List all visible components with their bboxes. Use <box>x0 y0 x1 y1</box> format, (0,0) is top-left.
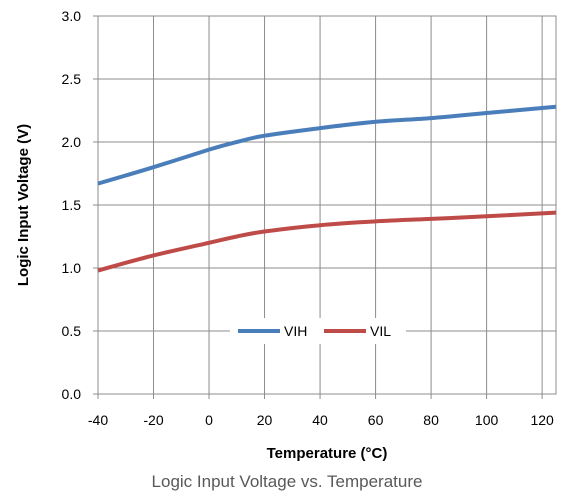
y-tick-label: 0.0 <box>62 386 82 402</box>
y-tick-label: 2.0 <box>62 134 82 150</box>
legend-label-vil: VIL <box>370 323 391 339</box>
series-lines <box>97 104 557 273</box>
x-axis-tick-labels: -40 -20 0 20 40 60 80 100 120 <box>88 412 554 428</box>
x-tick-label: -20 <box>143 412 163 428</box>
x-tick-label: 80 <box>423 412 439 428</box>
x-axis-title: Temperature (°C) <box>267 445 388 462</box>
x-tick-label: 20 <box>257 412 273 428</box>
series-line-vil <box>97 210 557 273</box>
y-tick-label: 2.5 <box>62 71 82 87</box>
y-tick-label: 1.5 <box>62 197 82 213</box>
vertical-gridlines <box>97 16 543 399</box>
legend-label-vih: VIH <box>284 323 307 339</box>
x-tick-label: 0 <box>205 412 213 428</box>
x-tick-label: -40 <box>88 412 108 428</box>
chart: 0.0 0.5 1.0 1.5 2.0 2.5 3.0 -40 -20 0 20 40 60 80 100… <box>15 8 557 462</box>
x-tick-label: 60 <box>368 412 384 428</box>
x-tick-label: 120 <box>530 412 554 428</box>
y-tick-label: 0.5 <box>62 323 82 339</box>
y-axis-title: Logic Input Voltage (V) <box>15 124 32 286</box>
x-tick-label: 40 <box>312 412 328 428</box>
y-axis-tick-labels: 0.0 0.5 1.0 1.5 2.0 2.5 3.0 <box>62 8 82 402</box>
y-tick-label: 3.0 <box>62 8 82 24</box>
x-tick-label: 100 <box>475 412 499 428</box>
legend: VIH VIL <box>230 318 406 344</box>
series-line-vih <box>97 104 557 186</box>
figure-caption: Logic Input Voltage vs. Temperature <box>151 472 423 491</box>
y-tick-label: 1.0 <box>62 260 82 276</box>
plot-area-border <box>97 15 557 395</box>
